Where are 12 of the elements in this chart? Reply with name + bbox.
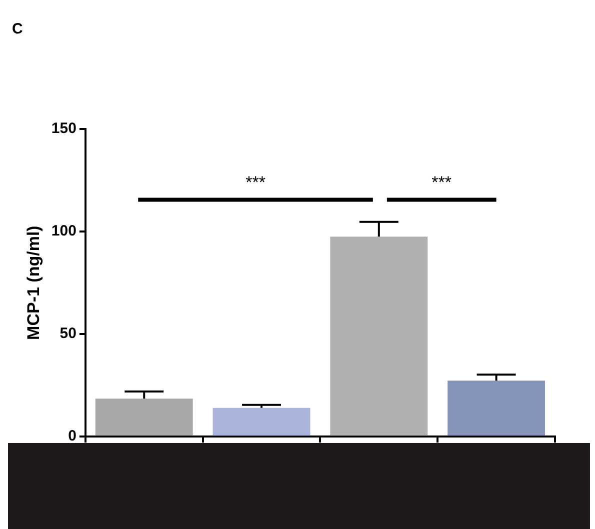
annotation: ***	[432, 172, 452, 192]
bar	[95, 398, 193, 436]
y-tick-label: 0	[68, 428, 76, 445]
bar	[448, 380, 546, 436]
bar	[212, 408, 310, 436]
annotation: ***	[246, 172, 266, 192]
text: C	[12, 20, 23, 38]
y-tick-label: 150	[51, 120, 76, 138]
y-tick-label: 100	[51, 222, 76, 240]
y-tick-label: 50	[60, 325, 76, 342]
bar	[330, 236, 428, 436]
y-axis-title: MCP-1 (ng/ml)	[24, 226, 43, 340]
